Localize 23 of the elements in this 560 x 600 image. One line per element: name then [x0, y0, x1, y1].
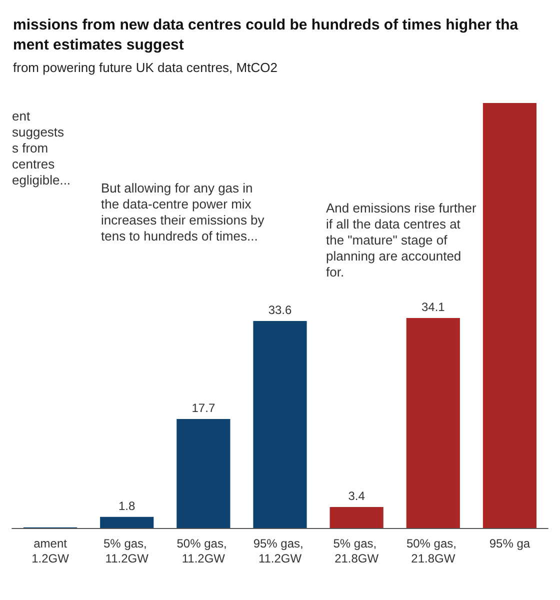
- chart-title: missions from new data centres could be hundreds of times higher tha ment estimates suggest: [13, 16, 519, 54]
- x-tick-label: 50% gas, 21.8GW: [406, 536, 460, 566]
- data-label: 1.8: [118, 498, 136, 513]
- x-tick-label: 5% gas, 11.2GW: [104, 536, 150, 566]
- data-label: 33.6: [268, 303, 292, 318]
- x-tick-label: 95% gas, 11.2GW: [253, 536, 307, 566]
- data-label: 17.7: [192, 400, 216, 415]
- annotation: ent suggests s from centres egligible...: [12, 108, 71, 188]
- bar: [100, 516, 154, 528]
- bar: [176, 418, 230, 528]
- chart-subtitle: from powering future UK data centres, MtCO2: [13, 60, 278, 75]
- bar: [406, 318, 460, 528]
- x-tick-label: 95% ga: [489, 536, 530, 550]
- annotation: And emissions rise further if all the data centres at the "mature" stage of planning are accounted for.: [326, 200, 477, 280]
- x-tick-label: 50% gas, 11.2GW: [176, 536, 230, 566]
- data-label: 34.1: [421, 300, 446, 314]
- annotation: But allowing for any gas in the data-centre power mix increases their emissions by tens to hundreds of times...: [101, 180, 265, 244]
- x-tick-label: 5% gas, 21.8GW: [333, 536, 380, 566]
- bar: [330, 507, 384, 528]
- bar: [253, 321, 307, 528]
- data-label: 3.4: [348, 489, 366, 504]
- x-tick-label: ament 1.2GW: [32, 536, 70, 566]
- bar: [482, 103, 537, 528]
